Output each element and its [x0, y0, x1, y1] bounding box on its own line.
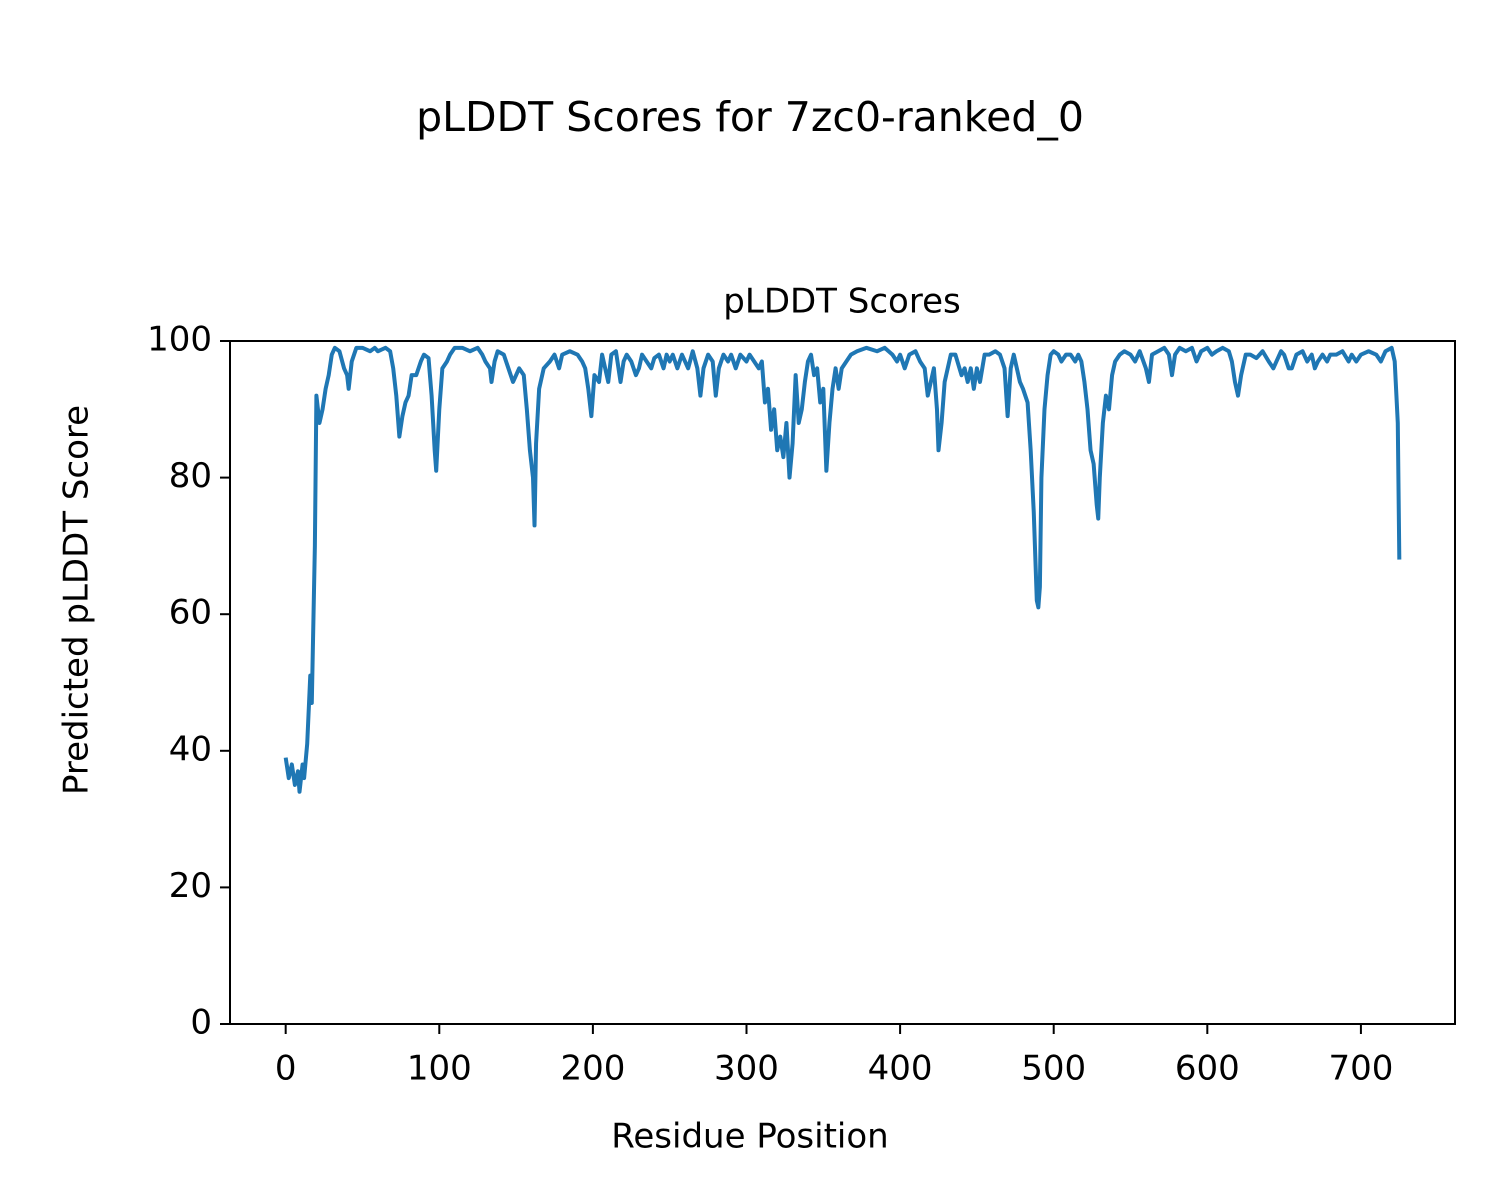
axes-frame [229, 340, 1456, 1025]
x-tick-label: 500 [1021, 1049, 1086, 1089]
y-tick-label: 0 [190, 1003, 212, 1043]
x-tick-label: 200 [560, 1049, 625, 1089]
y-tick-label: 40 [169, 729, 212, 769]
data-line [283, 345, 1402, 794]
chart-suptitle: pLDDT Scores for 7zc0-ranked_0 [416, 93, 1084, 141]
x-tick-label: 400 [868, 1049, 933, 1089]
y-tick-label: 60 [169, 593, 212, 633]
x-tick-label: 600 [1175, 1049, 1240, 1089]
y-tick-label: 20 [169, 866, 212, 906]
y-axis-label: Predicted pLDDT Score [57, 405, 97, 795]
x-tick-label: 300 [714, 1049, 779, 1089]
axes-title: pLDDT Scores [723, 282, 960, 322]
y-tick-label: 80 [169, 456, 212, 496]
x-tick-label: 100 [407, 1049, 472, 1089]
x-tick-label: 700 [1328, 1049, 1393, 1089]
x-axis-label: Residue Position [611, 1117, 888, 1157]
x-tick-label: 0 [275, 1049, 297, 1089]
y-tick-label: 100 [147, 320, 212, 360]
